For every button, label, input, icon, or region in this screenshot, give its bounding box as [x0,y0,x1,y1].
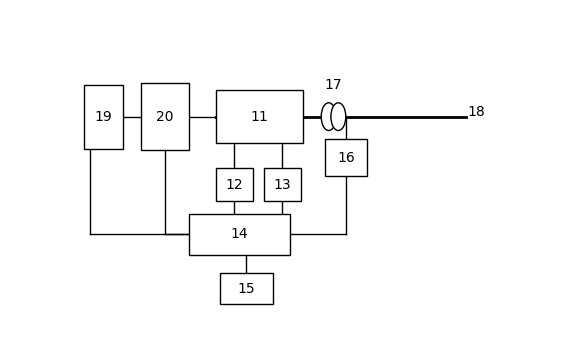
Bar [220,273,273,304]
Text: 15: 15 [237,282,255,296]
Bar [216,90,303,143]
Text: 14: 14 [231,228,248,242]
Text: 16: 16 [337,150,355,165]
Bar [325,139,367,176]
Text: 18: 18 [468,105,486,120]
Bar [84,85,123,149]
Text: 17: 17 [325,78,342,92]
Bar [216,168,253,201]
Ellipse shape [331,103,346,131]
Text: 13: 13 [273,177,291,192]
Bar [189,214,290,255]
Bar [264,168,301,201]
Bar [141,84,189,150]
Ellipse shape [321,103,336,131]
Text: 19: 19 [95,110,113,123]
Text: 20: 20 [156,110,174,123]
Text: 12: 12 [225,177,243,192]
Text: 11: 11 [251,110,268,123]
